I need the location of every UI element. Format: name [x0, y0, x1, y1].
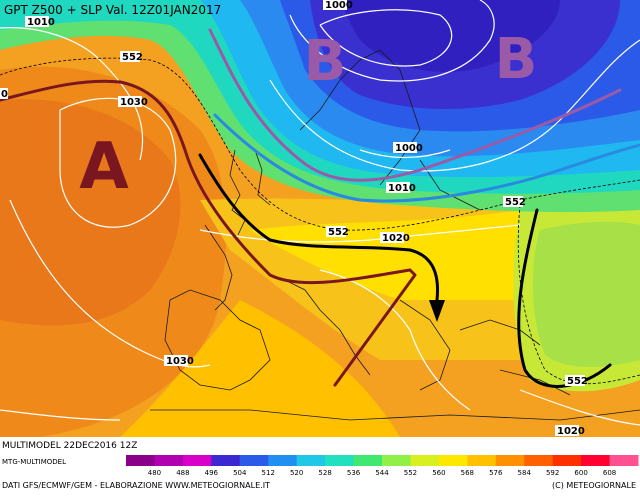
colorbar-swatch [524, 455, 554, 466]
isobar-label: 1020 [382, 233, 410, 244]
colorbar-swatch [268, 455, 298, 466]
low-pressure-letter-west: B [304, 29, 347, 94]
colorbar-tick-label: 480 [148, 469, 161, 477]
isobar-label: 1030 [120, 97, 148, 108]
colorbar-swatch [467, 455, 497, 466]
colorbar-tick-label: 488 [176, 469, 189, 477]
isobar-label: 1000 [325, 0, 353, 11]
isobar-label: 552 [505, 197, 526, 208]
copyright: (C) METEOGIORNALE [552, 481, 636, 490]
colorbar-swatch [239, 455, 269, 466]
colorbar-tick-label: 576 [489, 469, 503, 477]
run-info: MULTIMODEL 22DEC2016 12Z [2, 441, 137, 451]
colorbar-tick-label: 608 [603, 469, 616, 477]
colorbar-tick-label: 496 [205, 469, 219, 477]
colorbar-tick-label: 560 [432, 469, 445, 477]
geopotential-field [0, 0, 640, 437]
ridge-axis-line [0, 79, 417, 387]
isobar-label: 552 [122, 52, 143, 63]
colorbar-swatch [126, 455, 155, 466]
isobar-label: 552 [328, 227, 349, 238]
colorbar-swatch [438, 455, 468, 466]
colorbar-swatch [495, 455, 525, 466]
low-pressure-letter-east: B [495, 27, 538, 92]
colorbar-tick-label: 520 [290, 469, 303, 477]
colorbar-tick-label: 568 [461, 469, 474, 477]
coastlines [150, 49, 640, 421]
colorbar-tick-label: 600 [574, 469, 587, 477]
colorbar-tick-label: 536 [347, 469, 361, 477]
model-name: MTG-MULTIMODEL [2, 458, 66, 466]
colorbar-swatch [382, 455, 411, 466]
colorbar: 480 488 496 504 512 520 528 536 544 552 560 568 576 5… [126, 455, 639, 477]
colorbar-swatch [296, 455, 326, 466]
isobar-label: 1020 [557, 426, 585, 437]
colorbar-tick-label: 584 [518, 469, 532, 477]
isobar-label: 1010 [388, 183, 416, 194]
colorbar-swatch [609, 455, 639, 466]
colorbar-swatch [353, 455, 383, 466]
colorbar-swatch [410, 455, 440, 466]
colorbar-tick-label: 512 [262, 469, 275, 477]
colorbar-tick-label: 544 [375, 469, 389, 477]
jet-arrow-head [429, 300, 445, 322]
isobars [0, 0, 640, 426]
colorbar-swatch [154, 455, 184, 466]
colorbar-tick-label: 528 [318, 469, 331, 477]
colorbar-tick-label: 592 [546, 469, 559, 477]
cold-front-line [213, 113, 640, 203]
isobar-label: 1010 [27, 17, 55, 28]
high-pressure-letter: A [79, 130, 129, 204]
data-credits: DATI GFS/ECMWF/GEM - ELABORAZIONE WWW.ME… [2, 481, 270, 490]
colorbar-swatch [325, 455, 355, 466]
isobar-label: 0 [1, 89, 8, 100]
isobar-label: 1030 [166, 356, 194, 367]
isobar-label: 552 [567, 376, 588, 387]
colorbar-swatch [581, 455, 611, 466]
isobar-label: 1000 [395, 143, 423, 154]
colorbar-tick-label: 552 [404, 469, 417, 477]
colorbar-swatch [552, 455, 582, 466]
isobar-labels: 1010 1000 552 1030 1000 1010 552 552 102… [0, 0, 588, 437]
colorbar-swatch [211, 455, 241, 466]
trough-lines [208, 28, 622, 182]
colorbar-tick-label: 504 [233, 469, 247, 477]
map-title: GPT Z500 + SLP Val. 12Z01JAN2017 [4, 3, 221, 17]
colorbar-swatch [182, 455, 212, 466]
